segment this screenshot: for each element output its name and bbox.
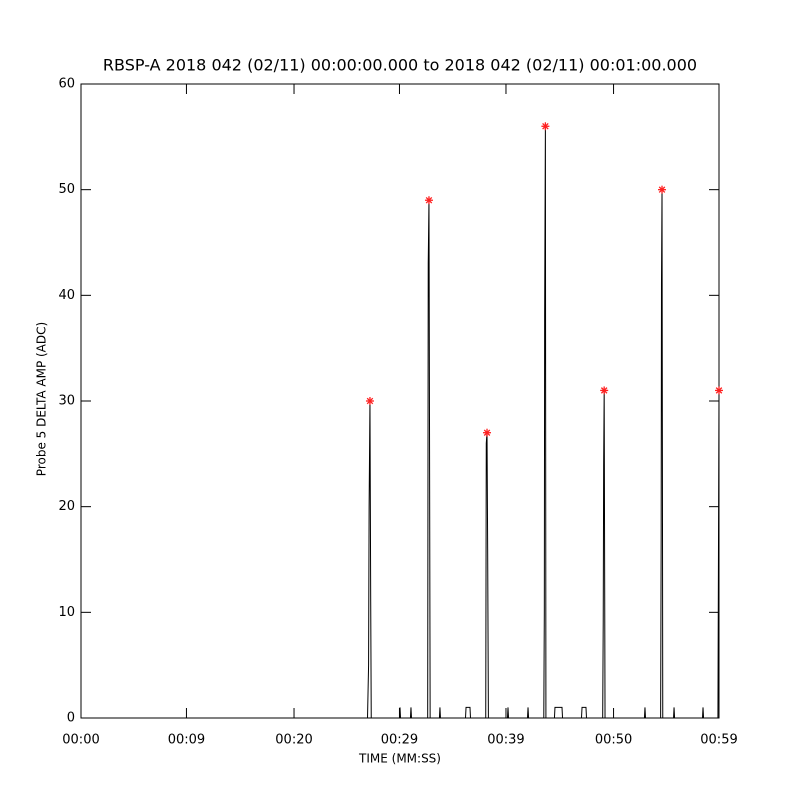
x-tick-label: 00:50 — [595, 733, 632, 748]
peak-marker — [715, 386, 723, 395]
x-axis-label: TIME (MM:SS) — [358, 752, 441, 766]
x-tick-label: 00:59 — [700, 733, 737, 748]
x-tick-label: 00:39 — [487, 733, 524, 748]
peak-marker — [365, 397, 374, 405]
x-tick-label: 00:29 — [381, 733, 418, 748]
x-tick-label: 00:00 — [62, 733, 99, 748]
y-tick-label: 10 — [58, 605, 75, 620]
y-tick-label: 40 — [58, 288, 75, 303]
marker-stroke — [542, 123, 549, 130]
peak-marker — [541, 122, 550, 131]
peak-marker — [483, 428, 492, 437]
marker-stroke — [425, 196, 433, 204]
y-tick-label: 30 — [58, 394, 75, 409]
marker-stroke — [715, 387, 723, 394]
peak-marker — [424, 196, 433, 205]
peak-marker — [600, 386, 609, 395]
chart-title: RBSP-A 2018 042 (02/11) 00:00:00.000 to … — [103, 56, 697, 75]
y-tick-label: 60 — [58, 77, 75, 92]
y-tick-label: 20 — [58, 499, 75, 514]
x-tick-label: 00:09 — [168, 733, 205, 748]
marker-stroke — [366, 397, 374, 405]
marker-stroke — [658, 186, 666, 193]
y-axis-label: Probe 5 DELTA AMP (ADC) — [35, 322, 49, 476]
marker-stroke — [483, 429, 491, 436]
data-line — [81, 126, 720, 719]
x-tick-label: 00:20 — [275, 733, 312, 748]
marker-stroke — [600, 387, 608, 394]
y-tick-label: 50 — [58, 182, 75, 197]
y-tick-label: 0 — [67, 711, 75, 726]
peak-marker — [658, 185, 667, 194]
